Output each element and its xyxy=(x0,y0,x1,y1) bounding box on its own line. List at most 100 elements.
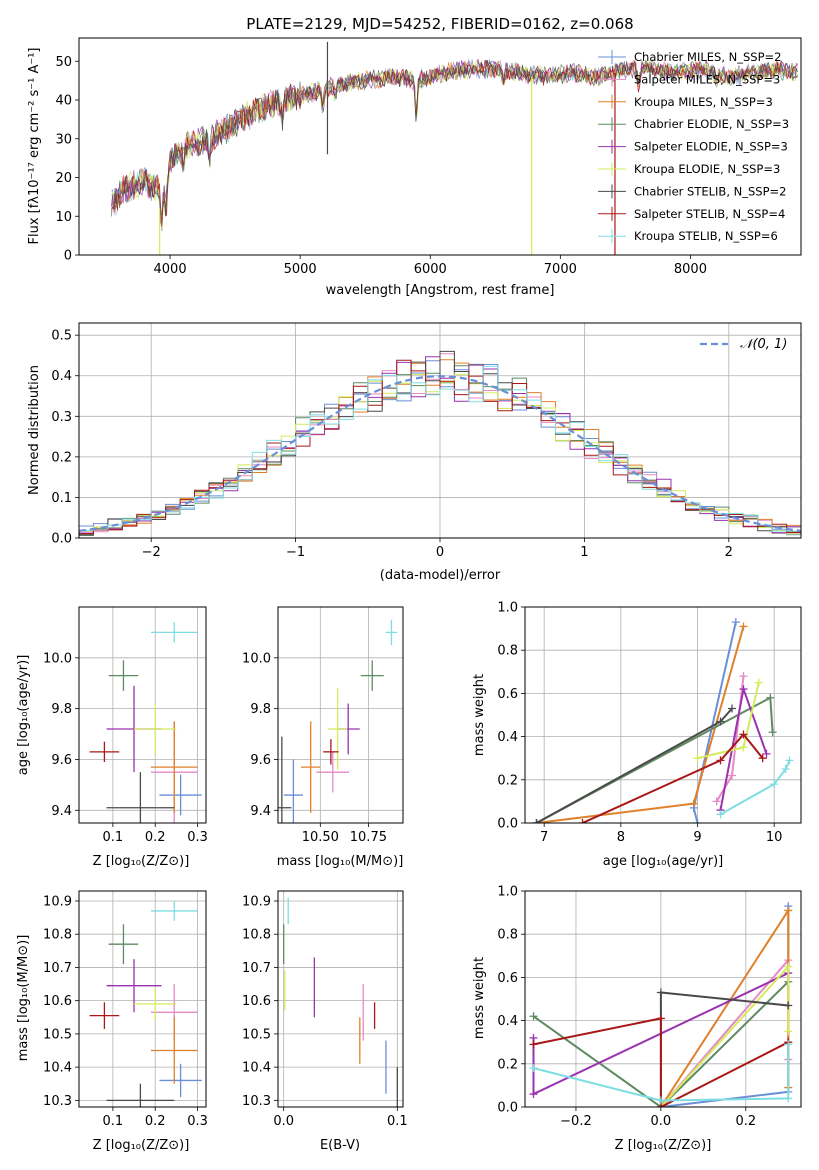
weight-age-y-label: mass weight xyxy=(472,674,487,756)
mass_vs_Z-y-tick-label: 10.8 xyxy=(43,928,72,943)
spectrum-legend-label: Chabrier MILES, N_SSP=2 xyxy=(634,50,781,64)
spectrum-legend-label: Kroupa ELODIE, N_SSP=3 xyxy=(634,162,780,176)
age_vs_Z-y-tick-label: 9.4 xyxy=(51,804,72,819)
weight_vs_Z-y-tick-label: 0.6 xyxy=(497,971,518,986)
weight_vs_age-y-tick-label: 1.0 xyxy=(497,601,518,616)
mass_vs_EBV-y-tick-label: 10.5 xyxy=(242,1027,271,1042)
mass_vs_EBV-y-tick-label: 10.8 xyxy=(242,928,271,943)
weight_vs_age-y-tick-label: 0.2 xyxy=(497,773,518,788)
weight_vs_age-series-6-marker xyxy=(754,678,763,687)
residuals-x-tick-label: 1 xyxy=(580,545,588,560)
spectrum-legend-label: Salpeter ELODIE, N_SSP=3 xyxy=(634,140,788,154)
weight_vs_age-series-1-marker xyxy=(693,819,702,823)
mass_vs_Z-x-tick-label: 0.1 xyxy=(103,1114,124,1129)
spectrum-plot-area xyxy=(111,41,798,255)
age_vs_mass-plot-area xyxy=(278,619,398,823)
spectrum-y-label: Flux [fλ10⁻¹⁷ erg cm⁻² s⁻¹ A⁻¹] xyxy=(27,48,42,245)
spectrum-panel: PLATE=2129, MJD=54252, FIBERID=0162, z=0… xyxy=(27,15,802,298)
spectrum-legend-label: Chabrier ELODIE, N_SSP=3 xyxy=(634,117,789,131)
mass_vs_Z-y-tick-label: 10.3 xyxy=(43,1094,72,1109)
spectrum-y-tick-label: 50 xyxy=(55,55,72,70)
weight_vs_age-series-1-marker xyxy=(731,618,740,627)
residual-histogram-series-9 xyxy=(79,365,801,533)
weight_vs_age-series-9-marker xyxy=(770,780,779,789)
weight_vs_Z-y-tick-label: 1.0 xyxy=(497,885,518,900)
spectrum-x-label: wavelength [Angstrom, rest frame] xyxy=(326,283,555,298)
mass_vs_EBV-plot-area xyxy=(283,897,398,1107)
residual-y-label: Normed distribution xyxy=(27,365,42,495)
weight-Z-x-label: Z [log₁₀(Z/Z⊙)] xyxy=(615,1138,712,1153)
age-vs-mass-panel: mass [log₁₀(M/M⊙)] 10.50 10.75 9.4 9.6 9.8 10… xyxy=(242,606,404,869)
age_vs_Z-y-tick-label: 9.8 xyxy=(51,702,72,717)
weight_vs_Z-series-9-marker xyxy=(529,1064,538,1073)
residuals-axes-frame xyxy=(78,322,802,539)
spectrum-legend-label: Chabrier STELIB, N_SSP=2 xyxy=(634,184,786,198)
weight_vs_Z-series-8-line xyxy=(533,1017,789,1107)
age_vs_Z-axes-frame xyxy=(78,606,207,824)
weight_vs_age-series-2-marker xyxy=(712,797,721,806)
weight_vs_age-series-8-marker xyxy=(739,730,748,739)
weight-vs-age-panel: age [log₁₀(age/yr)] mass weight 7 8 9 10 0.0… xyxy=(472,601,802,869)
weight_vs_Z-series-9-line xyxy=(533,1044,790,1102)
mass_vs_EBV-x-tick-label: 0.1 xyxy=(387,1114,408,1129)
age_vs_Z-x-tick-label: 0.3 xyxy=(187,830,208,845)
mass_vs_EBV-y-tick-label: 10.6 xyxy=(242,994,271,1009)
mass_vs_EBV-y-tick-label: 10.4 xyxy=(242,1061,271,1076)
spectrum-legend-label: Kroupa MILES, N_SSP=3 xyxy=(634,95,773,109)
residual-legend-label: 𝒩(0, 1) xyxy=(740,337,787,352)
weight_vs_Z-series-7-marker xyxy=(656,988,665,997)
weight_vs_age-x-tick-label: 10 xyxy=(766,830,783,845)
weight_vs_age-plot-area xyxy=(532,618,794,823)
residuals-y-tick-label: 0.2 xyxy=(51,450,72,465)
weight_vs_Z-series-9-marker xyxy=(656,1096,665,1105)
mass_vs_Z-axes-frame xyxy=(78,890,207,1108)
age_vs_mass-y-tick-label: 10.0 xyxy=(242,651,271,666)
residuals-x-tick-label: −1 xyxy=(286,545,305,560)
residuals-y-tick-label: 0.0 xyxy=(51,532,72,547)
residual-histogram-panel: (data-model)/error Normed distribution −… xyxy=(27,322,802,583)
weight_vs_age-series-2-marker xyxy=(739,672,748,681)
spectrum-x-tick-label: 5000 xyxy=(284,262,317,277)
age-Z-x-label: Z [log₁₀(Z/Z⊙)] xyxy=(93,854,190,869)
weight_vs_age-series-9-marker xyxy=(785,756,794,765)
residuals-x-tick-label: −2 xyxy=(142,545,161,560)
weight_vs_age-series-7-marker xyxy=(716,717,725,726)
age_vs_Z-x-tick-label: 0.2 xyxy=(145,830,166,845)
weight_vs_age-series-9-marker xyxy=(716,810,725,819)
weight_vs_Z-series-4-line xyxy=(532,980,790,1107)
age_vs_Z-x-tick-label: 0.1 xyxy=(103,830,124,845)
residual-x-label: (data-model)/error xyxy=(380,568,501,583)
spectrum-x-tick-label: 7000 xyxy=(544,262,577,277)
age_vs_mass-axes-frame xyxy=(277,606,404,824)
spectrum-y-tick-label: 40 xyxy=(55,94,72,109)
weight_vs_Z-series-3-marker xyxy=(784,906,793,915)
mass_vs_Z-y-tick-label: 10.7 xyxy=(43,961,72,976)
weight_vs_Z-axes-frame xyxy=(524,890,802,1108)
mass_vs_Z-y-tick-label: 10.5 xyxy=(43,1027,72,1042)
spectrum-legend: Chabrier MILES, N_SSP=2 Salpeter MILES, N… xyxy=(598,50,789,244)
spectrum-y-tick-label: 10 xyxy=(55,210,72,225)
weight_vs_Z-plot-area xyxy=(529,902,793,1107)
weight_vs_Z-y-tick-label: 0.8 xyxy=(497,928,518,943)
weight_vs_age-series-8-line xyxy=(582,732,764,823)
weight_vs_age-series-9-line xyxy=(720,759,791,816)
weight_vs_age-series-8-marker xyxy=(758,754,767,763)
weight_vs_age-x-tick-label: 9 xyxy=(693,830,701,845)
residuals-y-tick-label: 0.4 xyxy=(51,369,72,384)
age-mass-x-label: mass [log₁₀(M/M⊙)] xyxy=(277,854,404,869)
residuals-plot-area xyxy=(79,350,801,538)
spectrum-legend-label: Salpeter MILES, N_SSP=3 xyxy=(634,72,780,86)
spectrum-y-tick-label: 0 xyxy=(64,249,72,264)
weight_vs_age-y-tick-label: 0.8 xyxy=(497,644,518,659)
spectrum-legend-label: Salpeter STELIB, N_SSP=4 xyxy=(634,207,785,221)
mass_vs_EBV-y-tick-label: 10.7 xyxy=(242,961,271,976)
age_vs_mass-y-tick-label: 9.4 xyxy=(250,804,271,819)
weight_vs_age-series-6-marker xyxy=(693,754,702,763)
residuals-x-tick-label: 2 xyxy=(725,545,733,560)
spectrum-x-tick-label: 8000 xyxy=(674,262,707,277)
weight_vs_age-y-tick-label: 0.0 xyxy=(497,817,518,832)
mass-Z-y-label: mass [log₁₀(M/M⊙)] xyxy=(16,935,31,1062)
age_vs_mass-y-tick-label: 9.8 xyxy=(250,702,271,717)
age-Z-y-label: age [log₁₀(age/yr)] xyxy=(16,655,31,776)
spectrum-series-7-line xyxy=(111,59,798,217)
